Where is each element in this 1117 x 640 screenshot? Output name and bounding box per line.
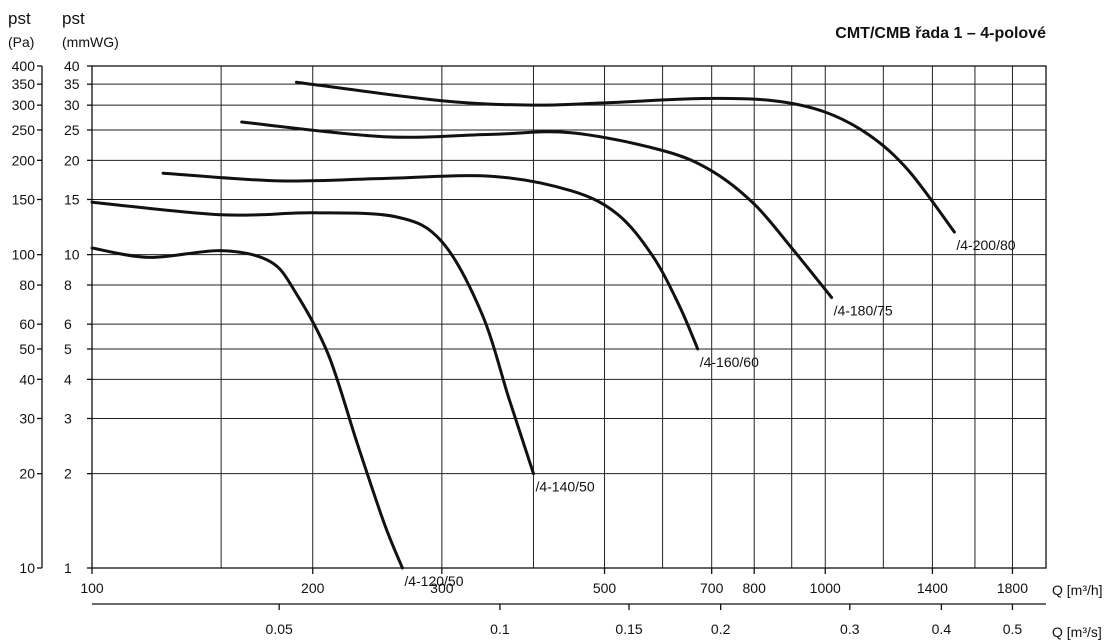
x-axis-label: Q [m³/h] — [1052, 582, 1103, 598]
x-tick-label: 300 — [430, 580, 454, 596]
axes — [37, 65, 1047, 610]
y-pa-tick-label: 100 — [12, 247, 36, 263]
x2-tick-label: 0.15 — [615, 621, 642, 637]
left-axis-label-pa: pst — [8, 9, 31, 28]
y-pa-tick-label: 10 — [19, 560, 35, 576]
y-mmwg-tick-label: 1 — [64, 560, 72, 576]
y-mmwg-tick-label: 4 — [64, 371, 72, 387]
series-curve — [161, 171, 700, 351]
x-tick-label: 700 — [700, 580, 724, 596]
y-pa-tick-label: 30 — [19, 410, 35, 426]
series-curve — [294, 80, 956, 234]
y-pa-tick-label: 20 — [19, 466, 35, 482]
x2-axis-label: Q [m³/s] — [1052, 624, 1102, 640]
x2-tick-label: 0.1 — [490, 621, 510, 637]
y-mmwg-tick-label: 3 — [64, 410, 72, 426]
y-pa-tick-label: 50 — [19, 341, 35, 357]
series-label: /4-200/80 — [956, 237, 1015, 253]
series-label: /4-160/60 — [700, 354, 759, 370]
y-pa-tick-label: 60 — [19, 316, 35, 332]
x2-tick-label: 0.3 — [840, 621, 860, 637]
y-pa-tick-label: 150 — [12, 191, 36, 207]
chart-title: CMT/CMB řada 1 – 4-polové — [835, 25, 1046, 42]
left-axis-label-mmwg: pst — [62, 9, 85, 28]
y-mmwg-tick-label: 40 — [64, 58, 80, 74]
y-pa-tick-label: 200 — [12, 152, 36, 168]
x2-tick-label: 0.4 — [932, 621, 952, 637]
series-label: /4-140/50 — [535, 479, 594, 495]
left-axis-unit-pa: (Pa) — [8, 34, 34, 50]
series-label: /4-120/50 — [404, 573, 463, 589]
y-mmwg-tick-label: 15 — [64, 191, 80, 207]
x2-tick-label: 0.05 — [266, 621, 293, 637]
y-mmwg-tick-label: 2 — [64, 466, 72, 482]
y-pa-tick-label: 250 — [12, 122, 36, 138]
y-mmwg-tick-label: 30 — [64, 97, 80, 113]
y-mmwg-tick-label: 20 — [64, 152, 80, 168]
y-mmwg-tick-label: 10 — [64, 247, 80, 263]
left-axis-unit-mmwg: (mmWG) — [62, 34, 119, 50]
y-pa-tick-label: 350 — [12, 76, 36, 92]
y-mmwg-tick-label: 6 — [64, 316, 72, 332]
y-pa-tick-label: 40 — [19, 371, 35, 387]
y-pa-tick-label: 400 — [12, 58, 36, 74]
tick-labels: 100 200 300 500 700 800 1000 1400 1800 1 2 3 4 5 6 8 10 1… — [12, 58, 1029, 637]
grid — [91, 66, 1046, 568]
series-label: /4-180/75 — [834, 302, 893, 318]
series-curve — [240, 120, 834, 299]
x-tick-label: 1800 — [997, 580, 1028, 596]
x-tick-label: 200 — [301, 580, 325, 596]
y-mmwg-tick-label: 35 — [64, 76, 80, 92]
x2-tick-label: 0.5 — [1003, 621, 1023, 637]
x-tick-label: 800 — [743, 580, 767, 596]
y-mmwg-tick-label: 8 — [64, 277, 72, 293]
curves — [90, 80, 956, 570]
x2-tick-label: 0.2 — [711, 621, 731, 637]
series-curve — [90, 200, 535, 476]
x-tick-label: 500 — [593, 580, 617, 596]
x-tick-label: 1000 — [810, 580, 841, 596]
series-curve — [90, 246, 404, 570]
y-pa-tick-label: 300 — [12, 97, 36, 113]
plot-frame — [91, 65, 1047, 569]
y-mmwg-tick-label: 25 — [64, 122, 80, 138]
y-pa-tick-label: 80 — [19, 277, 35, 293]
x-tick-label: 1400 — [917, 580, 948, 596]
y-mmwg-tick-label: 5 — [64, 341, 72, 357]
x-tick-label: 100 — [80, 580, 104, 596]
